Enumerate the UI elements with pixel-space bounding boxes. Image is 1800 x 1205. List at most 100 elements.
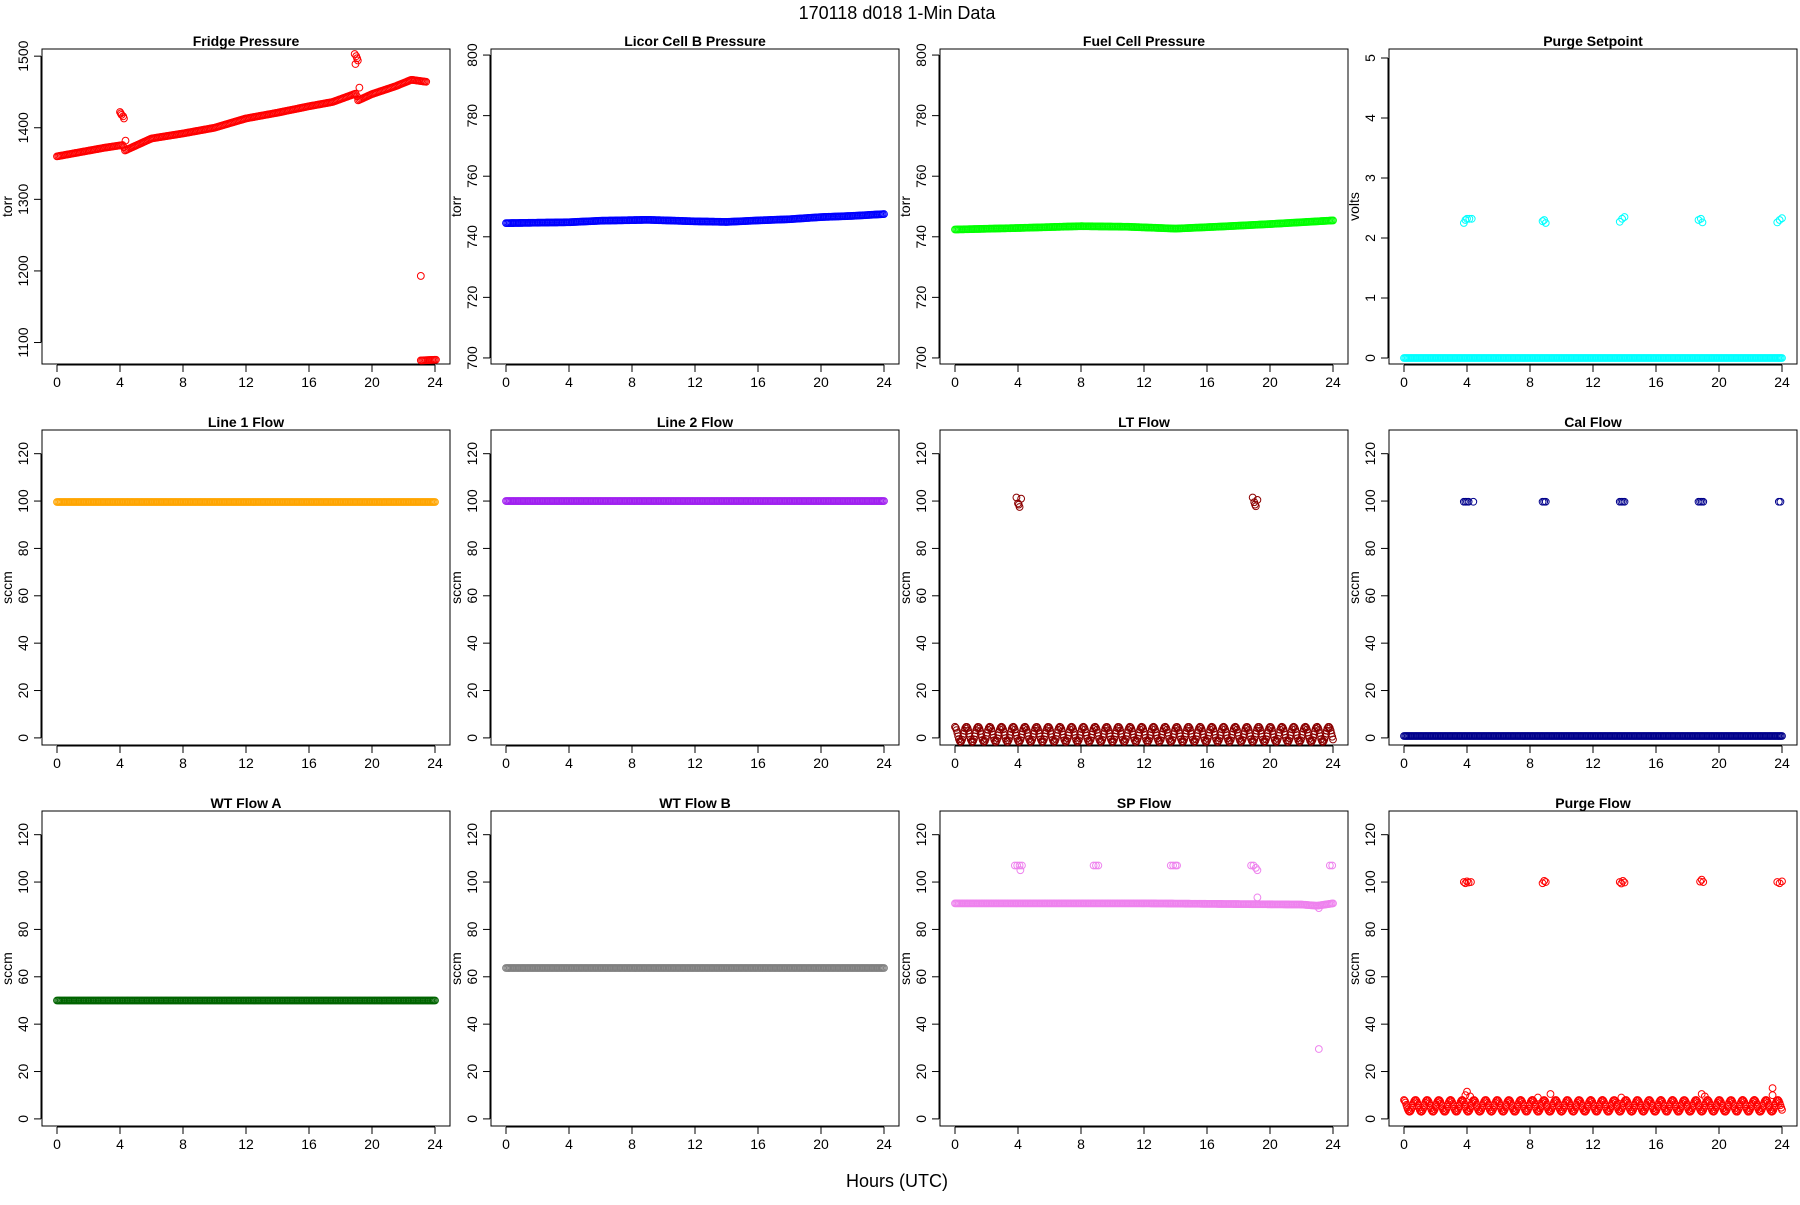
data-point: [1253, 866, 1262, 875]
data-point: [1750, 1096, 1759, 1104]
x-tick-label: 0: [53, 374, 61, 390]
x-tick-label: 4: [565, 374, 573, 390]
y-tick-label: 120: [15, 442, 31, 466]
y-tick-label: 100: [464, 489, 480, 513]
x-tick-label: 20: [1711, 1136, 1727, 1152]
x-tick-label: 8: [179, 374, 187, 390]
x-tick-label: 4: [1463, 755, 1471, 771]
x-tick-label: 24: [876, 374, 892, 390]
y-tick-label: 80: [1362, 540, 1378, 556]
data-marks: [1400, 497, 1786, 740]
data-point: [1546, 1090, 1555, 1098]
data-point: [1778, 1105, 1786, 1114]
panel-title: SP Flow: [1117, 795, 1171, 811]
data-point: [1639, 1107, 1648, 1116]
x-tick-label: 0: [53, 1136, 61, 1152]
x-tick-label: 16: [1199, 1136, 1215, 1152]
data-point: [1776, 497, 1785, 506]
x-axis: 0 4 8 12 16 20 24: [53, 364, 443, 390]
data-point: [1768, 1084, 1777, 1093]
panel-title: Purge Setpoint: [1543, 33, 1643, 49]
y-tick-label: 100: [913, 870, 929, 894]
data-point: [1467, 214, 1476, 223]
data-point: [1680, 1096, 1689, 1104]
data-point: [1620, 497, 1629, 506]
figure-title: 170118 d018 1-Min Data: [799, 3, 997, 23]
y-tick-label: 700: [464, 346, 480, 370]
y-axis: 0 20 40 60 80 100 120 sccm: [448, 442, 491, 742]
y-tick-label: 80: [464, 921, 480, 937]
data-point: [1296, 737, 1304, 746]
panel-purge-flow: Purge Flow 0 4 8 12 16 20 24 0 20 40 60 80 100 120 sccm: [1346, 795, 1798, 1152]
y-axis: 0 20 40 60 80 100 120 sccm: [897, 442, 940, 742]
data-point: [1463, 877, 1471, 886]
x-tick-label: 20: [813, 1136, 829, 1152]
x-tick-label: 8: [1077, 374, 1085, 390]
x-tick-label: 12: [687, 755, 703, 771]
x-tick-label: 16: [750, 755, 766, 771]
data-point: [1778, 214, 1786, 223]
data-point: [1461, 879, 1470, 888]
x-tick-label: 16: [1199, 374, 1215, 390]
data-point: [1598, 1096, 1607, 1104]
y-tick-label: 40: [1362, 635, 1378, 651]
data-point: [1699, 878, 1708, 886]
x-tick-label: 24: [1325, 1136, 1341, 1152]
x-tick-label: 12: [687, 374, 703, 390]
data-point: [1292, 731, 1301, 740]
x-tick-label: 12: [238, 374, 254, 390]
x-tick-label: 24: [1774, 755, 1790, 771]
y-tick-label: 1100: [15, 327, 31, 357]
y-tick-label: 0: [913, 1115, 929, 1123]
data-point: [432, 355, 440, 364]
y-tick-label: 80: [15, 540, 31, 556]
x-tick-label: 20: [1262, 755, 1278, 771]
y-tick-label: 60: [15, 969, 31, 985]
y-tick-label: 100: [464, 870, 480, 894]
data-point: [416, 272, 425, 280]
panel-title: Fuel Cell Pressure: [1083, 33, 1205, 49]
data-point: [350, 50, 359, 58]
plot-frame: [939, 429, 1349, 746]
data-point: [1329, 216, 1337, 225]
x-tick-label: 16: [301, 374, 317, 390]
data-point: [1178, 738, 1187, 746]
plot-frame: [490, 810, 900, 1127]
data-point: [1184, 723, 1193, 731]
y-tick-label: 0: [1362, 354, 1378, 362]
data-point: [1114, 723, 1123, 731]
x-tick-label: 8: [1526, 374, 1534, 390]
data-point: [431, 996, 439, 1005]
x-tick-label: 12: [1585, 755, 1601, 771]
x-tick-label: 8: [628, 374, 636, 390]
y-axis-label: sccm: [1346, 571, 1362, 604]
x-tick-label: 8: [628, 755, 636, 771]
y-axis: 0 1 2 3 4 5 volts: [1346, 54, 1389, 362]
data-point: [1464, 497, 1473, 506]
y-axis-label: torr: [897, 196, 913, 217]
x-tick-label: 12: [238, 755, 254, 771]
y-tick-label: 1500: [15, 40, 31, 71]
y-tick-label: 60: [1362, 969, 1378, 985]
data-point: [974, 723, 983, 731]
data-point: [1444, 1098, 1453, 1106]
y-axis: 0 20 40 60 80 100 120 sccm: [448, 823, 491, 1123]
data-point: [1461, 1091, 1470, 1100]
y-axis: 700 720 740 760 780 800 torr: [897, 43, 940, 370]
x-tick-label: 16: [1648, 1136, 1664, 1152]
x-tick-label: 0: [502, 374, 510, 390]
data-point: [1225, 737, 1234, 746]
x-tick-label: 16: [1648, 374, 1664, 390]
panel-cal-flow: Cal Flow 0 4 8 12 16 20 24 0 20 40 60 80 100 120 sccm: [1346, 414, 1798, 771]
x-axis: 0 4 8 12 16 20 24: [502, 745, 892, 771]
y-tick-label: 100: [15, 489, 31, 513]
data-point: [1092, 861, 1100, 870]
y-tick-label: 720: [464, 285, 480, 309]
x-tick-label: 4: [116, 374, 124, 390]
x-axis: 0 4 8 12 16 20 24: [1400, 364, 1790, 390]
data-point: [1469, 497, 1478, 506]
data-point: [1775, 879, 1784, 888]
data-point: [1144, 737, 1152, 746]
y-tick-label: 20: [15, 1064, 31, 1080]
